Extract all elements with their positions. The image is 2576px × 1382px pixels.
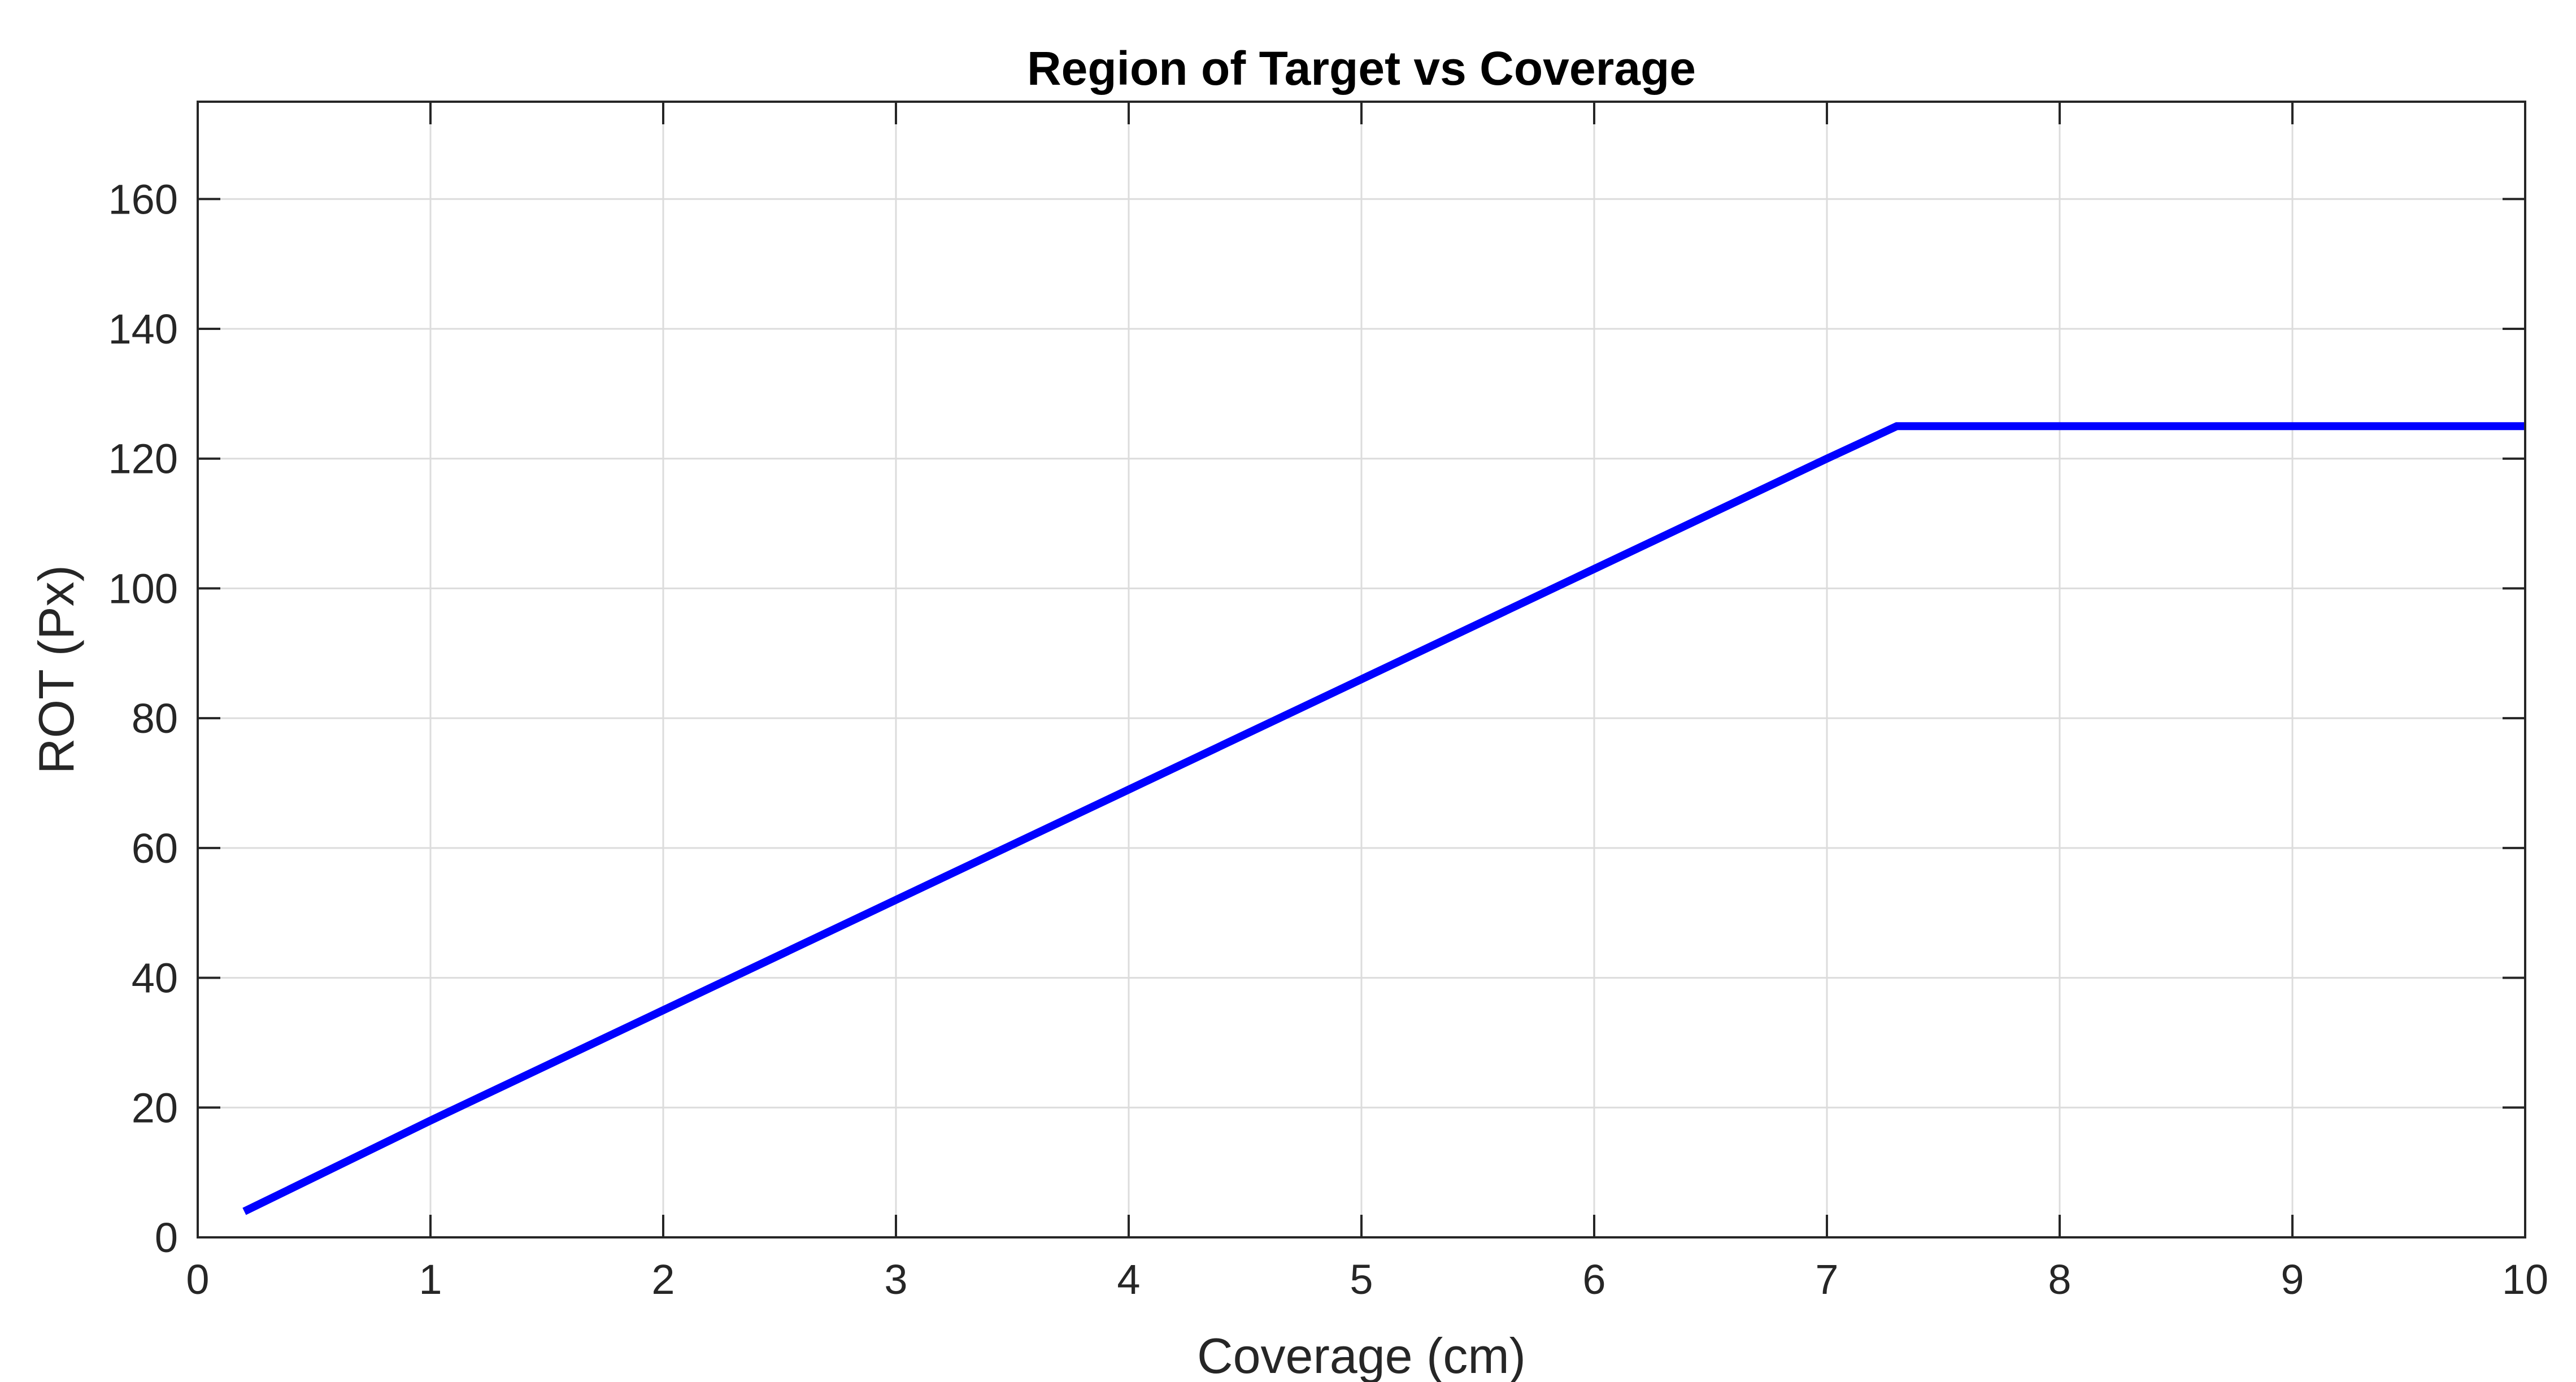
y-tick-label: 80 bbox=[132, 695, 178, 742]
y-tick-label: 0 bbox=[155, 1214, 178, 1261]
x-tick-label: 8 bbox=[2048, 1256, 2071, 1303]
series-layer bbox=[242, 422, 2525, 1215]
x-tick-label: 4 bbox=[1117, 1256, 1140, 1303]
x-tick-label: 7 bbox=[1815, 1256, 1838, 1303]
grid bbox=[198, 102, 2525, 1237]
chart-title: Region of Target vs Coverage bbox=[1027, 42, 1696, 95]
y-tick-label: 140 bbox=[108, 306, 178, 353]
x-tick-label: 3 bbox=[884, 1256, 907, 1303]
ticks bbox=[197, 102, 2526, 1238]
y-axis-label: ROT (Px) bbox=[28, 565, 84, 774]
x-tick-label: 2 bbox=[651, 1256, 675, 1303]
y-tick-label: 100 bbox=[108, 565, 178, 612]
x-tick-label: 9 bbox=[2281, 1256, 2304, 1303]
x-tick-label: 1 bbox=[419, 1256, 442, 1303]
y-tick-label: 160 bbox=[108, 176, 178, 223]
y-tick-label: 120 bbox=[108, 436, 178, 483]
y-tick-label: 20 bbox=[132, 1084, 178, 1131]
x-tick-label: 0 bbox=[186, 1256, 209, 1303]
x-tick-label: 5 bbox=[1350, 1256, 1373, 1303]
series-line bbox=[242, 422, 2525, 1215]
y-tick-label: 40 bbox=[132, 955, 178, 1002]
y-tick-label: 60 bbox=[132, 825, 178, 872]
x-tick-label: 10 bbox=[2502, 1256, 2548, 1303]
x-tick-label: 6 bbox=[1582, 1256, 1605, 1303]
x-axis-label: Coverage (cm) bbox=[1197, 1328, 1526, 1382]
